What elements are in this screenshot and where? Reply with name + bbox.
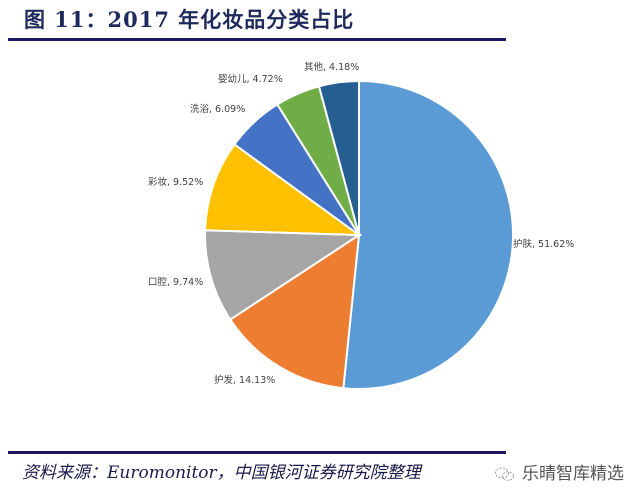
pie-slice-2 xyxy=(204,229,363,321)
pie-slices xyxy=(204,79,515,390)
figure-title: 图 11：2017 年化妆品分类占比 xyxy=(24,7,355,32)
pie-slice-6 xyxy=(317,79,360,236)
bottom-divider xyxy=(8,451,506,454)
slice-label-4: 洗浴, 6.09% xyxy=(190,103,245,115)
top-divider xyxy=(8,38,506,41)
slice-label-0: 护肤, 51.62% xyxy=(513,238,574,250)
pie-labels: 护肤, 51.62% 护发, 14.13% 口腔, 9.74% 彩妆, 9.52% 洗浴… xyxy=(148,61,574,386)
slice-label-3: 彩妆, 9.52% xyxy=(148,176,203,188)
pie-slice-3 xyxy=(204,143,363,237)
source-note: 资料来源：Euromonitor，中国银河证券研究院整理 xyxy=(22,463,421,483)
pie-slice-0 xyxy=(342,79,515,390)
pie-slice-1 xyxy=(228,233,361,390)
slice-label-5: 婴幼儿, 4.72% xyxy=(218,73,283,85)
slice-label-6: 其他, 4.18% xyxy=(304,61,359,73)
slice-label-2: 口腔, 9.74% xyxy=(148,276,203,288)
watermark: 乐晴智库精选 xyxy=(494,459,624,484)
watermark-text: 乐晴智库精选 xyxy=(522,464,624,484)
wechat-icon xyxy=(495,467,514,481)
slice-label-1: 护发, 14.13% xyxy=(214,374,275,386)
